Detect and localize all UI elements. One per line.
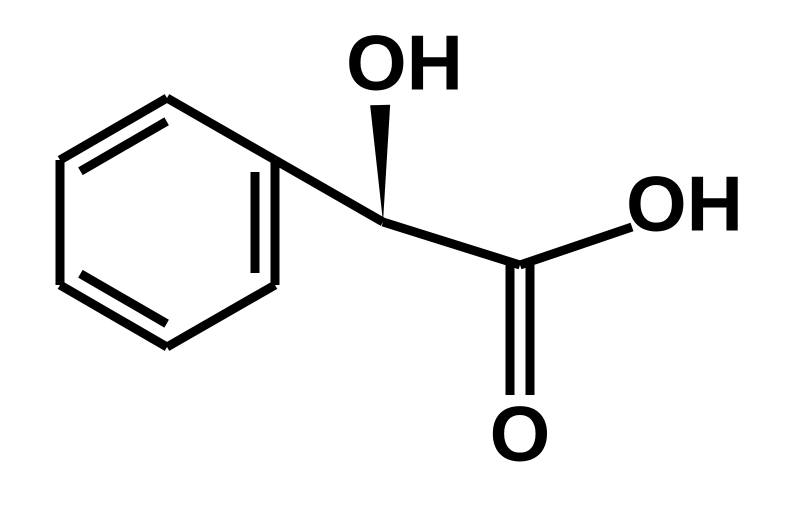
atom-label-oh-top: OH [346, 19, 463, 107]
atom-label-oh-right: OH [626, 160, 743, 248]
atom-label-o-bottom: O [490, 390, 551, 478]
molecule-diagram: OH OH O [0, 0, 800, 515]
